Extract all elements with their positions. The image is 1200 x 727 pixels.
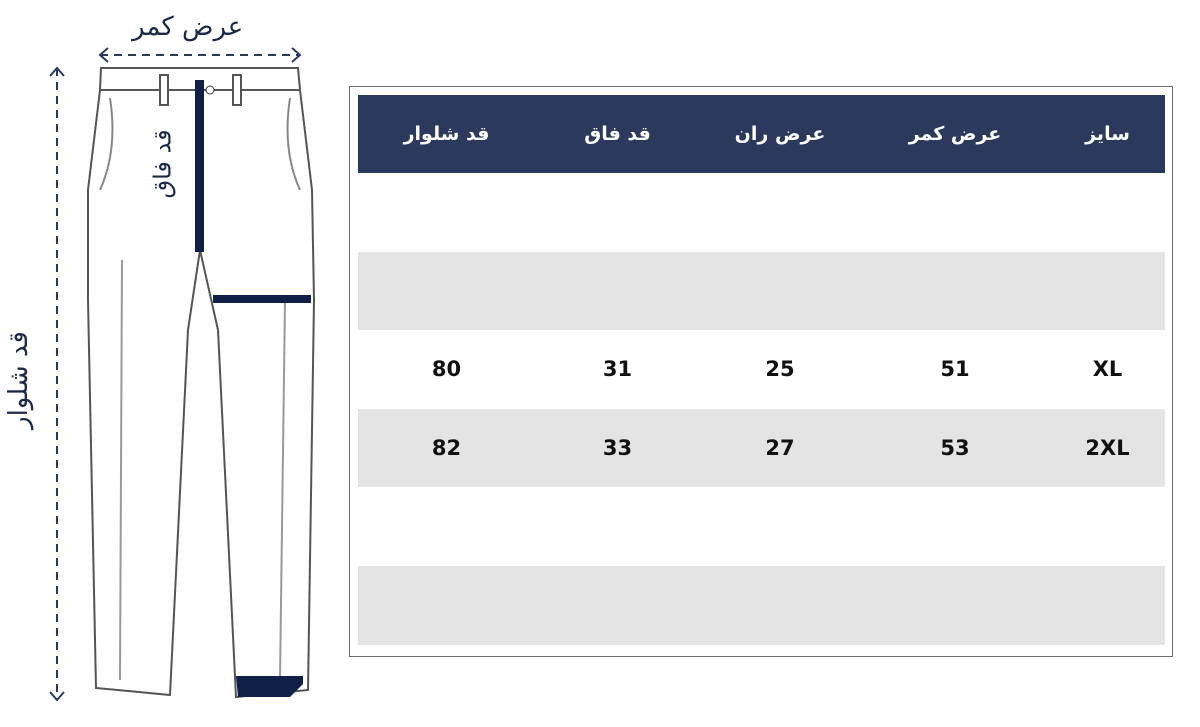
cell-length: 80: [431, 357, 462, 382]
table-row: [358, 487, 1165, 566]
table-row: [358, 173, 1165, 252]
length-label: قد شلوار: [3, 331, 34, 429]
cell-waist: 51: [940, 357, 970, 382]
waist-arrow: [98, 47, 302, 63]
cell-thigh: 27: [765, 436, 795, 461]
header-thigh: عرض ران: [734, 123, 826, 145]
rise-label: قد فاق: [148, 129, 177, 199]
table-row: XL 51 25 31 80: [358, 330, 1165, 409]
length-arrow: [49, 66, 65, 702]
table-row: [358, 565, 1165, 645]
waist-label: عرض کمر: [132, 12, 244, 42]
cell-rise: 33: [602, 436, 633, 461]
table-row: [358, 251, 1165, 331]
hem-marker: [236, 676, 303, 697]
cell-length: 82: [431, 436, 462, 461]
table-header: سایز عرض کمر عرض ران قد فاق قد شلوار: [358, 95, 1165, 173]
header-waist: عرض کمر: [908, 123, 1002, 145]
table-row: 2XL 53 27 33 82: [358, 408, 1165, 488]
cell-waist: 53: [940, 436, 970, 461]
pants-diagram: [49, 47, 316, 702]
header-rise: قد فاق: [584, 123, 651, 145]
table-frame: [349, 86, 1173, 657]
size-table: سایز عرض کمر عرض ران قد فاق قد شلوار XL 5…: [358, 95, 1165, 645]
header-size: سایز: [1085, 123, 1130, 145]
rise-marker: [195, 80, 204, 252]
header-length: قد شلوار: [403, 123, 490, 145]
cell-rise: 31: [602, 357, 633, 382]
thigh-marker: [213, 295, 311, 303]
cell-thigh: 25: [765, 357, 795, 382]
pants-outline: [87, 67, 316, 699]
cell-size: 2XL: [1085, 436, 1130, 461]
cell-size: XL: [1092, 357, 1123, 382]
